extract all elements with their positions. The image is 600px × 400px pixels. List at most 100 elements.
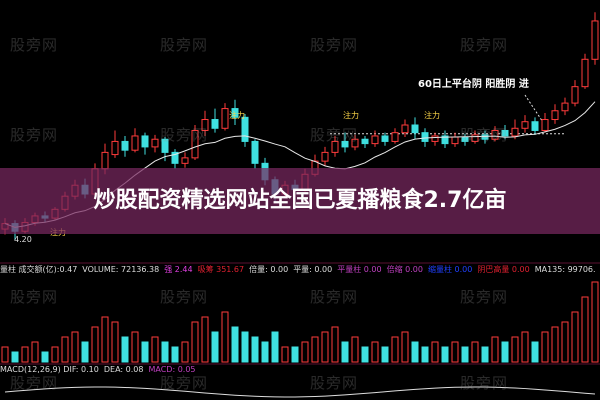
watermark-text: 股旁网 xyxy=(460,126,509,144)
candle-body xyxy=(111,140,119,156)
candle-body xyxy=(511,127,519,137)
indicator-value: 吸筹 351.67 xyxy=(197,265,245,274)
indicator-value: 倍缩 0.00 xyxy=(386,265,423,274)
watermark-text: 股旁网 xyxy=(160,288,209,306)
candle-body xyxy=(361,138,369,145)
volume-bar xyxy=(281,346,289,363)
candle-body xyxy=(481,134,489,140)
pattern-annotation: 60日上平台阴 阳胜阴 进 xyxy=(418,79,529,90)
volume-bar xyxy=(481,346,489,363)
volume-bar xyxy=(1,346,9,363)
macd-indicator-bar: MACD(12,26,9) DIF: 0.10 DEA: 0.08 MACD: 0.… xyxy=(0,366,600,374)
candle-body xyxy=(191,129,199,159)
volume-bar xyxy=(431,341,439,363)
volume-bar xyxy=(541,331,549,363)
volume-bar xyxy=(241,331,249,363)
candle-body xyxy=(351,138,359,148)
volume-bar xyxy=(71,331,79,363)
candle-body xyxy=(401,124,409,134)
watermark-text: 股旁网 xyxy=(10,126,59,144)
volume-bar xyxy=(581,296,589,363)
volume-bar xyxy=(461,346,469,363)
indicator-value: VOLUME: 72136.38 xyxy=(82,265,160,274)
candle-body xyxy=(211,119,219,129)
candle-body xyxy=(391,132,399,142)
volume-bar xyxy=(191,321,199,363)
watermark-text: 股旁网 xyxy=(460,374,509,392)
candle-body xyxy=(581,58,589,88)
candle-body xyxy=(571,86,579,104)
candle-body xyxy=(431,135,439,142)
volume-bar xyxy=(301,341,309,363)
volume-bar xyxy=(391,336,399,363)
zhuli-label: 注力 xyxy=(424,111,440,120)
volume-bar xyxy=(131,331,139,363)
headline-banner: 炒股配资精选网站全国已夏播粮食2.7亿亩 xyxy=(0,168,600,234)
volume-bar xyxy=(561,321,569,363)
volume-bar xyxy=(11,351,19,363)
volume-bar xyxy=(111,321,119,363)
indicator-value: 量柱 成交额(亿):0.47 xyxy=(0,265,78,274)
candle-body xyxy=(371,135,379,145)
watermark-text: 股旁网 xyxy=(10,36,59,54)
volume-bar xyxy=(321,331,329,363)
candle-body xyxy=(451,136,459,145)
candle-body xyxy=(131,135,139,151)
annotation-pointer xyxy=(524,94,549,131)
candle-body xyxy=(411,124,419,134)
volume-bar xyxy=(181,341,189,363)
volume-bar xyxy=(381,346,389,363)
candle-body xyxy=(161,138,169,153)
volume-bar xyxy=(531,341,539,363)
candle-body xyxy=(531,121,539,131)
candle-body xyxy=(121,140,129,151)
candle-body xyxy=(151,138,159,148)
volume-bar xyxy=(411,341,419,363)
candle-body xyxy=(561,102,569,112)
volume-bar xyxy=(141,341,149,363)
volume-bar xyxy=(101,316,109,363)
volume-bar xyxy=(441,346,449,363)
candle-body xyxy=(421,132,429,142)
candle-body xyxy=(541,119,549,131)
volume-bar xyxy=(451,341,459,363)
volume-bar xyxy=(121,336,129,363)
volume-bar xyxy=(251,336,259,363)
volume-indicator-bar: 量柱 成交额(亿):0.47 VOLUME: 72136.38 强 2.44 吸筹 3… xyxy=(0,266,600,274)
volume-bar xyxy=(211,331,219,363)
volume-bar xyxy=(61,336,69,363)
indicator-value: DEA: 0.08 xyxy=(103,365,144,374)
candle-body xyxy=(221,108,229,129)
watermark-text: 股旁网 xyxy=(310,126,359,144)
volume-bar xyxy=(311,336,319,363)
watermark-text: 股旁网 xyxy=(10,374,59,392)
volume-bar xyxy=(491,336,499,363)
indicator-value: 强 2.44 xyxy=(164,265,193,274)
candle-body xyxy=(471,134,479,142)
candle-body xyxy=(321,151,329,162)
candle-body xyxy=(501,129,509,137)
volume-bar xyxy=(261,341,269,363)
indicator-value: MACD: 0.05 xyxy=(148,365,196,374)
volume-bar xyxy=(521,331,529,363)
volume-bar xyxy=(21,346,29,363)
volume-bar xyxy=(31,341,39,363)
volume-bar xyxy=(371,341,379,363)
indicator-value: 平量: 0.00 xyxy=(293,265,333,274)
volume-bar xyxy=(591,281,599,363)
volume-bar xyxy=(401,331,409,363)
volume-bar xyxy=(351,336,359,363)
candle-body xyxy=(201,119,209,131)
macd-dif-line xyxy=(4,386,596,398)
indicator-value: 缩量柱 0.00 xyxy=(427,265,473,274)
candle-body xyxy=(181,157,189,164)
watermark-text: 股旁网 xyxy=(160,374,209,392)
volume-bar xyxy=(221,311,229,363)
candle-body xyxy=(381,135,389,142)
volume-bar xyxy=(331,326,339,363)
watermark-text: 股旁网 xyxy=(160,36,209,54)
volume-bar xyxy=(341,341,349,363)
volume-bar xyxy=(41,351,49,363)
candle-body xyxy=(521,121,529,129)
volume-bar xyxy=(161,341,169,363)
